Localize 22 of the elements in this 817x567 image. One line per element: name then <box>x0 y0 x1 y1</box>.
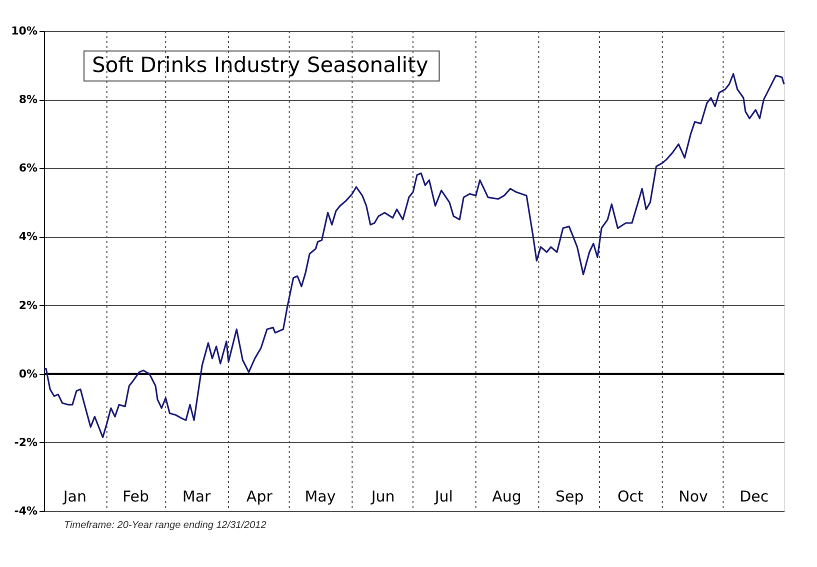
x-tick-label: Jan <box>62 488 86 506</box>
x-tick-label: Mar <box>182 488 212 506</box>
x-tick-label: Nov <box>678 488 708 506</box>
x-tick-label: Feb <box>122 488 150 506</box>
text: Soft Drinks Industry Seasonality <box>92 53 428 77</box>
y-tick-label: 10% <box>11 24 38 38</box>
x-tick-label: Jun <box>370 488 395 506</box>
y-tick-label: 0% <box>18 367 38 380</box>
x-tick-label: Jul <box>434 488 453 506</box>
x-tick-label: Oct <box>617 488 644 506</box>
x-tick-label: Dec <box>740 488 769 506</box>
x-tick-label: Sep <box>555 488 584 506</box>
y-tick-label: 4% <box>18 230 38 244</box>
y-tick-label: 6% <box>18 162 38 175</box>
x-tick-label: Aug <box>492 488 522 506</box>
x-tick-label: May <box>304 488 336 506</box>
text: Timeframe: 20-Year range ending 12/31/2012 <box>64 520 267 531</box>
y-tick-label: -4% <box>14 504 38 518</box>
y-tick-label: 8% <box>18 93 38 106</box>
y-tick-label: -2% <box>14 436 38 449</box>
y-tick-label: 2% <box>18 298 38 312</box>
x-tick-label: Apr <box>246 488 274 506</box>
